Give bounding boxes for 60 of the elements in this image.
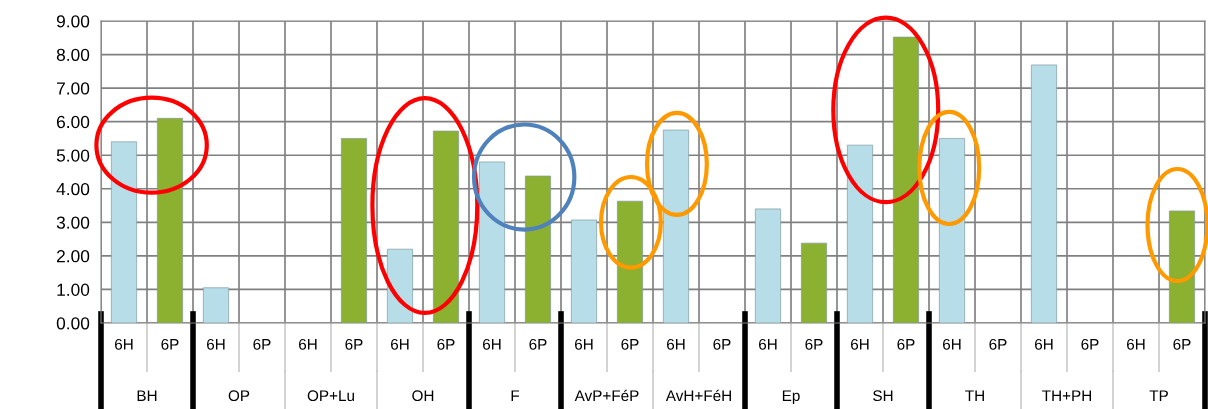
text: 6H [483, 338, 501, 350]
x-tick-label: AvH+FéH [665, 389, 731, 402]
bar [387, 248, 413, 323]
text: 6P [897, 338, 915, 350]
x-tick-label: OH [412, 390, 434, 402]
text: 6H [299, 338, 317, 350]
text: 6H [943, 338, 961, 350]
y-tick-label: 5.00 [56, 149, 90, 162]
bar [893, 36, 919, 323]
x-tick-label: TH [965, 390, 984, 401]
text: 6P [1081, 338, 1099, 350]
text: 6H [851, 338, 869, 350]
y-tick-label: 2.00 [56, 250, 90, 263]
series-label: 6P [161, 338, 179, 350]
bar [571, 219, 597, 323]
x-tick-label: Ep [782, 390, 800, 405]
y-tick-label: 3.00 [56, 216, 90, 229]
text: 6H [759, 338, 777, 350]
text: 6H [1035, 338, 1053, 350]
bar [203, 287, 229, 323]
bar [847, 144, 873, 323]
y-tick-label: 8.00 [56, 48, 90, 62]
text: 6H [667, 338, 685, 350]
text: 6P [989, 338, 1007, 350]
x-tick-label: AvP+FéP [574, 389, 639, 402]
series-label: 6H [115, 338, 133, 350]
text: 6P [437, 338, 455, 350]
x-tick-label: OP+Lu [307, 390, 354, 402]
x-tick-label: F [511, 390, 520, 401]
text: 6H [1127, 338, 1145, 350]
bar [755, 208, 781, 323]
bar [525, 175, 551, 323]
x-tick-label: TH+PH [1042, 390, 1092, 401]
text: 6P [805, 338, 823, 350]
x-tick-label: OP [228, 390, 250, 402]
bar [1031, 64, 1057, 323]
text: 6P [253, 338, 271, 350]
text: 6P [621, 338, 639, 350]
text: 6P [1173, 338, 1191, 350]
x-tick-label: BH [137, 390, 157, 401]
text: 6H [391, 338, 409, 350]
y-tick-label: 1.00 [57, 283, 90, 296]
x-tick-label: SH [873, 390, 893, 402]
y-tick-label: 6.00 [56, 115, 90, 129]
y-tick-label: 7.00 [56, 82, 90, 95]
y-tick-label: 9.00 [56, 15, 90, 28]
bar [433, 130, 459, 323]
x-tick-label: TP [1149, 390, 1168, 401]
text: 6P [345, 338, 363, 350]
text: 6H [575, 338, 593, 350]
text: 6P [713, 338, 731, 350]
bar [111, 141, 137, 323]
text: 6P [529, 338, 547, 350]
y-tick-label: 0.00 [56, 317, 90, 330]
bar [341, 138, 367, 323]
text: 6H [207, 338, 225, 350]
bar [479, 161, 505, 323]
bar [157, 117, 183, 323]
y-tick-label: 4.00 [56, 182, 90, 196]
bar [801, 242, 827, 323]
